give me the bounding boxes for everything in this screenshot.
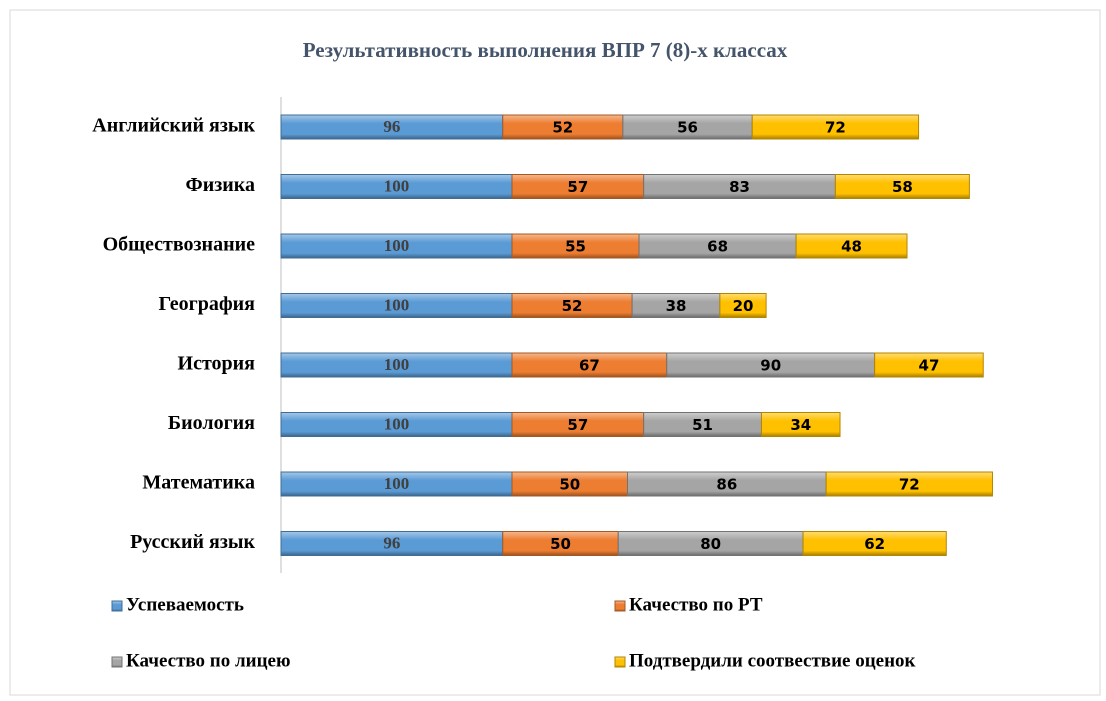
category-label: Физика (186, 174, 255, 196)
value-label: 67 (579, 357, 600, 375)
legend-label: Успеваемость (126, 594, 244, 615)
value-label: 55 (565, 238, 586, 256)
legend-label: Качество по лицею (126, 650, 291, 671)
bar-segment (280, 174, 513, 199)
bar-segment (719, 293, 767, 318)
bar-segment (751, 114, 920, 140)
bar-segment (280, 293, 513, 318)
value-label: 100 (384, 355, 410, 374)
legend-marker (111, 656, 123, 668)
legend-marker (614, 600, 626, 612)
bar-segment (511, 293, 633, 318)
value-label: 57 (567, 416, 588, 434)
bar-segment (834, 174, 970, 199)
legend-marker (614, 656, 626, 668)
value-label: 100 (384, 414, 410, 433)
legend-label: Подтвердили соотвествие оценок (629, 650, 916, 671)
value-label: 100 (384, 295, 410, 314)
category-label: История (178, 353, 256, 375)
bar-segment (643, 412, 762, 437)
bar-segment (511, 412, 645, 437)
bar-segment (280, 352, 513, 378)
value-label: 96 (383, 533, 400, 552)
value-label: 47 (919, 357, 940, 375)
bar-segment (666, 352, 876, 378)
bar-segment (511, 471, 628, 497)
value-label: 52 (562, 297, 583, 315)
bar-segment (502, 114, 624, 140)
bar-segment (874, 352, 984, 378)
value-label: 90 (760, 357, 781, 375)
value-label: 100 (384, 236, 410, 255)
legend-label: Качество по РТ (629, 594, 763, 615)
value-label: 83 (729, 178, 750, 196)
category-label: Математика (142, 472, 255, 494)
value-label: 96 (383, 117, 400, 136)
bar-segment (617, 531, 804, 556)
value-label: 56 (677, 119, 698, 137)
value-label: 52 (552, 119, 573, 137)
value-label: 20 (733, 297, 754, 315)
value-label: 50 (559, 476, 580, 494)
bar-segment (280, 114, 504, 140)
value-label: 80 (700, 535, 721, 553)
value-label: 38 (666, 297, 687, 315)
category-label: География (159, 293, 256, 315)
category-label: Английский язык (92, 115, 255, 137)
bar-segment (627, 471, 827, 497)
bar-segment (280, 531, 504, 556)
bar-segment (760, 412, 841, 437)
value-label: 62 (864, 535, 885, 553)
value-label: 68 (707, 238, 728, 256)
bar-segment (795, 233, 908, 259)
bar-segment (825, 471, 993, 497)
category-label: Биология (168, 412, 255, 434)
value-label: 58 (892, 178, 913, 196)
value-label: 72 (825, 119, 846, 137)
value-label: 48 (841, 238, 862, 256)
bar-segment (802, 531, 947, 556)
value-label: 86 (716, 476, 737, 494)
chart-title: Результативность выполнения ВПР 7 (8)-х … (303, 38, 788, 62)
category-label: Русский язык (130, 531, 255, 553)
value-label: 100 (384, 176, 410, 195)
bar-segment (511, 233, 640, 259)
legend-marker (111, 600, 123, 612)
bar-segment (280, 233, 513, 259)
value-label: 72 (899, 476, 920, 494)
bar-segment (631, 293, 721, 318)
value-label: 51 (692, 416, 713, 434)
value-label: 34 (790, 416, 811, 434)
value-label: 100 (384, 474, 410, 493)
category-label: Обществознание (103, 234, 256, 256)
bar-segment (511, 352, 668, 378)
bar-segment (280, 471, 513, 497)
value-label: 50 (550, 535, 571, 553)
value-label: 57 (567, 178, 588, 196)
